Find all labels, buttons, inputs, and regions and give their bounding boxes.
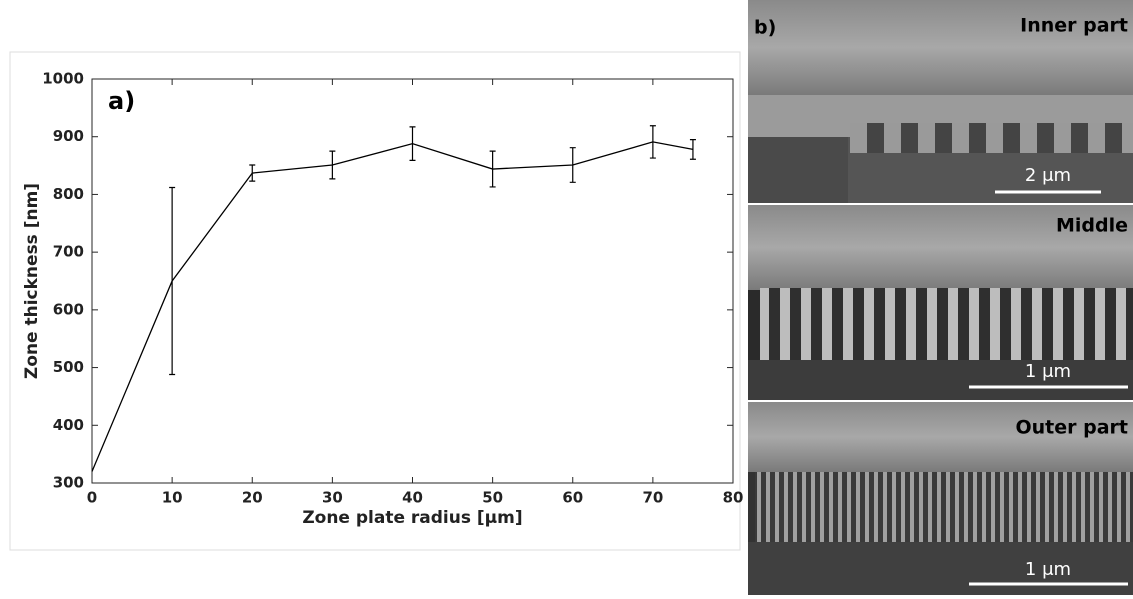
sem-image: Outer part 1 μm [748,402,1133,595]
x-tick-label: 50 [482,489,503,507]
x-tick-label: 70 [642,489,663,507]
y-tick-label: 500 [53,358,84,376]
image-title: Outer part [1015,417,1128,439]
x-tick-label: 20 [242,489,263,507]
sem-image: Middle 1 μm [748,205,1133,400]
error-bar [689,139,696,160]
error-bar [409,126,416,161]
x-tick-label: 80 [723,489,744,507]
x-tick-label: 10 [162,489,183,507]
plot: 300 400 500 600 700 800 900 1000 0 10 20 30 40 50 60 70… [22,70,743,529]
sem-image: b) Inner part 2 μm [748,0,1133,203]
panel-label: b) [754,17,776,39]
annotation: a) [108,87,135,115]
y-tick-label: 800 [53,185,84,203]
image-title: Inner part [1020,15,1128,37]
error-bar [489,150,496,188]
scale-label: 2 μm [1025,165,1071,186]
y-tick-label: 700 [53,243,84,261]
error-bar [569,147,576,183]
figure-frame [9,51,741,551]
error-bar [249,164,256,182]
y-tick-label: 400 [53,416,84,434]
y-tick-label: 1000 [42,70,84,88]
x-tick-label: 0 [87,489,97,507]
x-tick-label: 30 [322,489,343,507]
y-axis-label: Zone thickness [nm] [22,183,42,379]
x-tick-label: 60 [562,489,583,507]
x-axis-label: Zone plate radius [μm] [302,508,522,528]
x-tick-label: 40 [402,489,423,507]
y-tick-label: 900 [53,127,84,145]
error-bar [329,150,336,180]
scale-label: 1 μm [1025,559,1071,580]
y-tick-label: 600 [53,300,84,318]
image-title: Middle [1056,215,1128,237]
scale-label: 1 μm [1025,361,1071,382]
error-bar [169,186,176,376]
y-tick-label: 300 [53,474,84,492]
error-bar [649,125,656,159]
